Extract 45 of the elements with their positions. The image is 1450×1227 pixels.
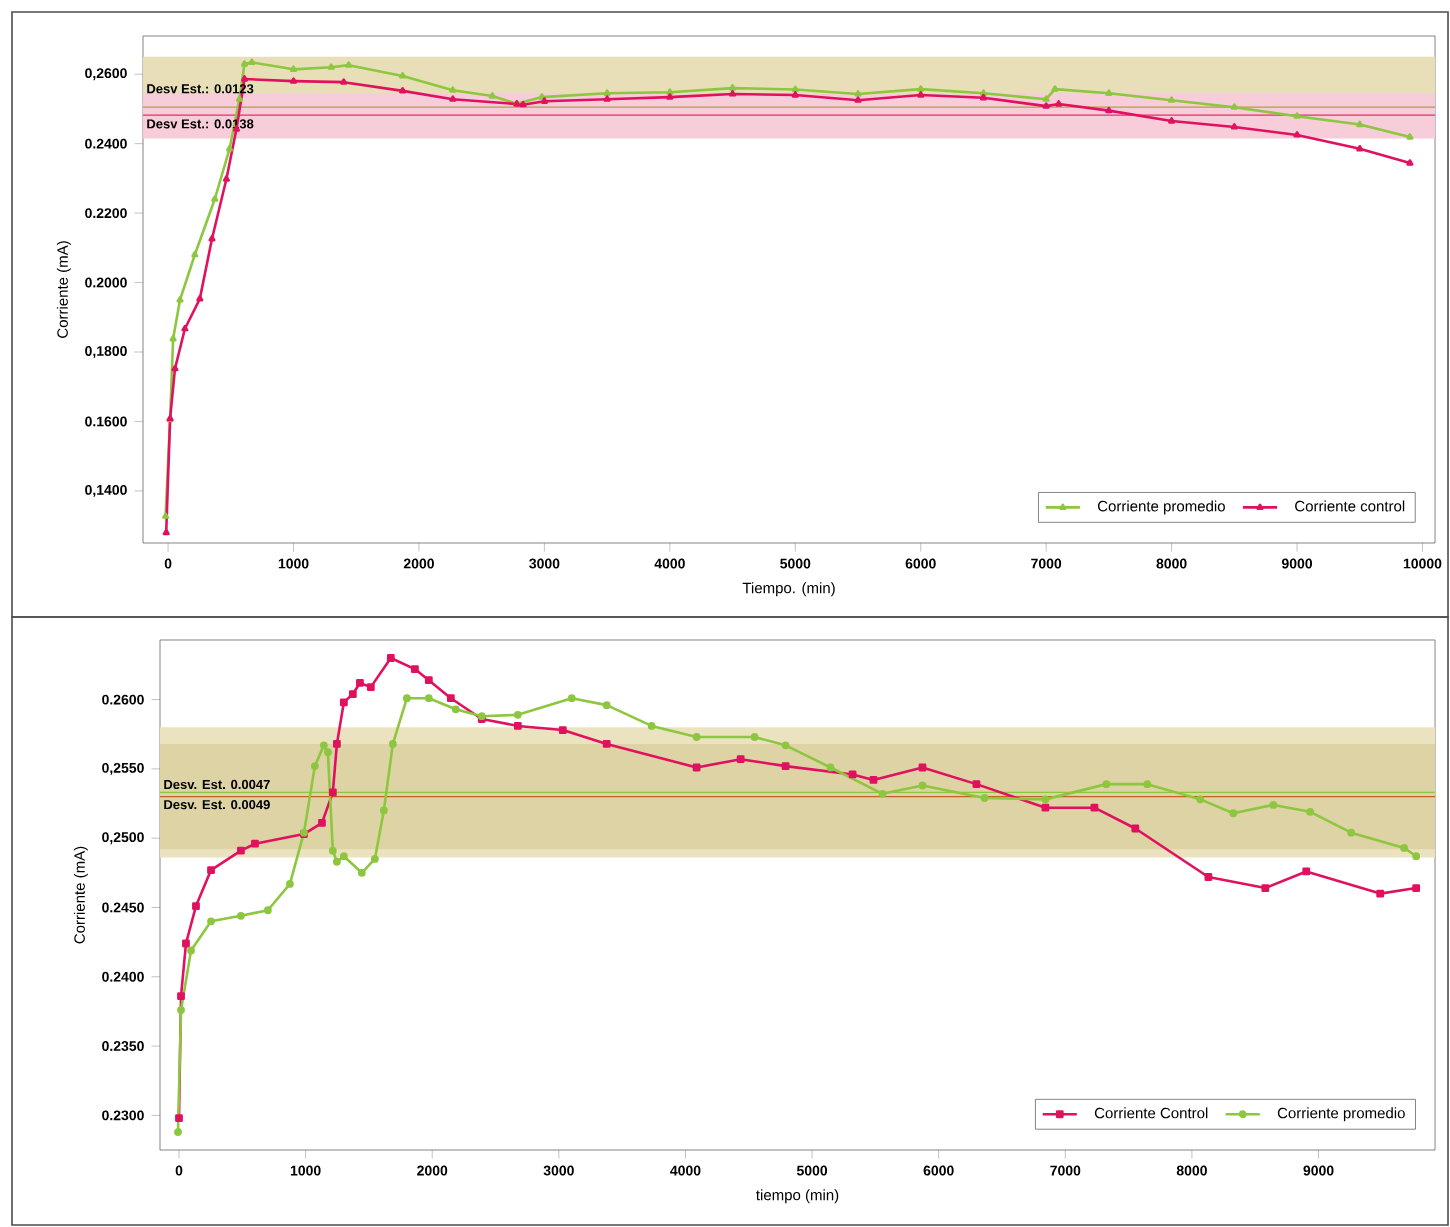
x-tick-label: 3000 (543, 1165, 574, 1176)
x-axis-title: tiempo (min) (756, 1189, 839, 1204)
legend-label: Corriente promedio (1277, 1107, 1405, 1122)
y-axis-title: Corriente (mA) (56, 241, 71, 338)
x-tick-label: 9000 (1281, 558, 1313, 569)
y-tick-label: 0.2300 (102, 1110, 144, 1121)
y-tick-label: 0,2600 (85, 68, 127, 81)
y-tick-label: 0.2450 (102, 902, 144, 913)
y-tick-label: 0.1600 (85, 416, 127, 427)
x-tick-label: 2000 (417, 1165, 448, 1176)
y-tick-label: 0.2400 (102, 971, 144, 982)
x-tick-label: 2000 (403, 558, 434, 569)
legend-label: Corriente Control (1094, 1107, 1208, 1119)
y-tick-label: 0,2500 (102, 832, 144, 845)
y-tick-label: 0.2600 (102, 694, 144, 705)
band-label: Desv. Est. 0.0047 (164, 779, 270, 790)
y-tick-label: 0.2400 (85, 138, 127, 149)
x-tick-label: 3000 (529, 558, 560, 569)
x-tick-label: 6000 (905, 558, 936, 569)
y-tick-label: 0.2350 (102, 1041, 144, 1052)
y-tick-label: 0,2550 (102, 762, 144, 775)
y-tick-label: 0,1800 (85, 346, 127, 358)
band-label: Desv. Est. 0.0049 (164, 800, 270, 810)
x-tick-label: 0 (164, 558, 172, 569)
x-tick-label: 5000 (780, 558, 811, 569)
y-tick-label: 0.2200 (85, 208, 127, 219)
x-tick-label: 5000 (796, 1165, 828, 1176)
x-tick-label: 4000 (654, 558, 685, 569)
x-tick-label: 4000 (670, 1165, 701, 1176)
x-tick-label: 6000 (923, 1165, 954, 1176)
x-tick-label: 1000 (278, 558, 309, 569)
legend-label: Corriente promedio (1097, 500, 1225, 515)
y-tick-label: 0,1400 (85, 484, 127, 497)
x-tick-label: 7000 (1031, 558, 1062, 569)
y-tick-label: 0.2000 (85, 277, 127, 288)
x-tick-label: 9000 (1303, 1165, 1334, 1176)
x-tick-label: 7000 (1050, 1165, 1081, 1176)
x-tick-label: 10000 (1403, 558, 1442, 569)
x-tick-label: 1000 (290, 1165, 321, 1176)
y-axis-title: Corriente (mA) (73, 846, 88, 944)
x-axis-title: Tiempo. (min) (742, 582, 835, 597)
x-tick-label: 0 (175, 1165, 183, 1176)
x-tick-label: 8000 (1176, 1165, 1207, 1176)
x-tick-label: 8000 (1156, 558, 1187, 569)
legend-label: Corriente control (1295, 500, 1405, 512)
